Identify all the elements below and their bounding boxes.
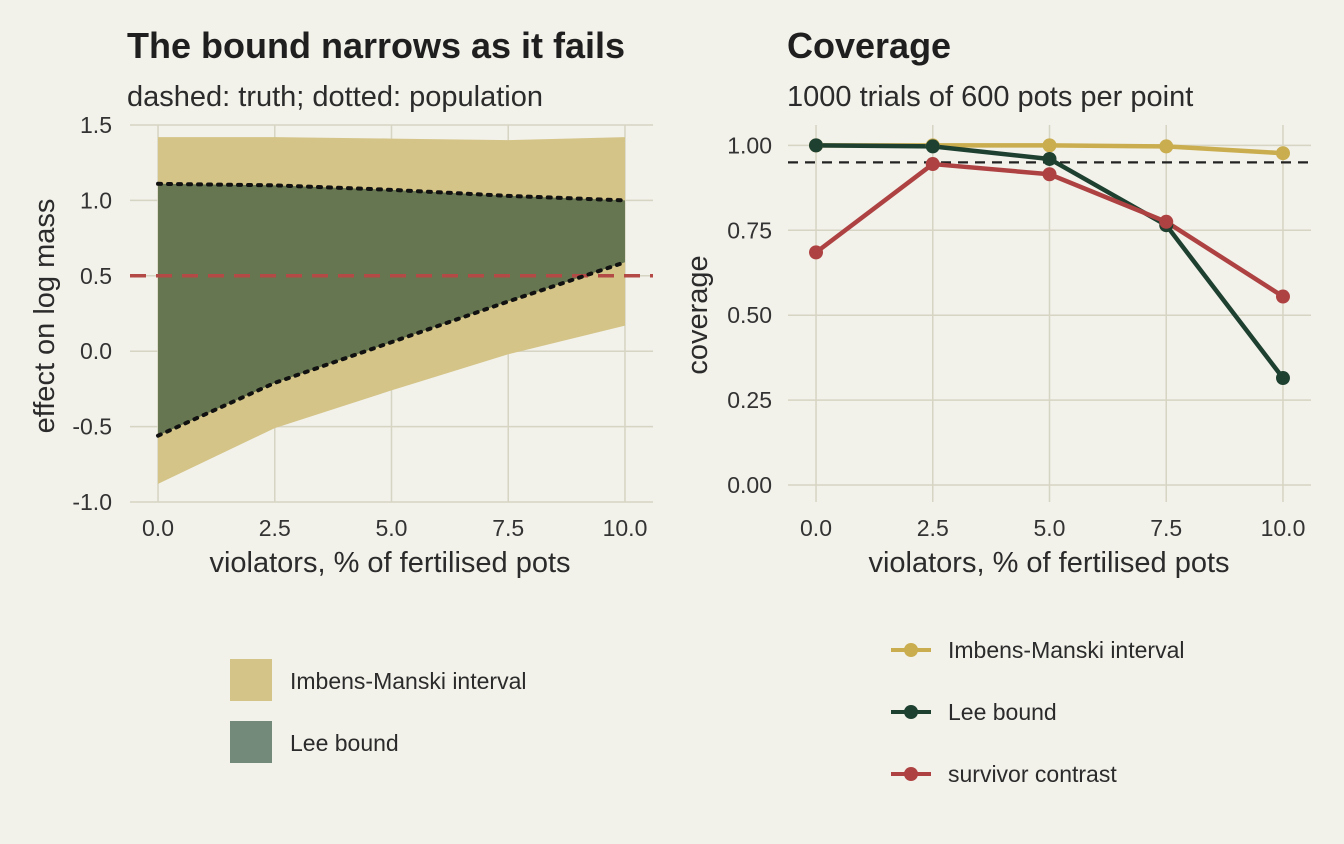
population-dotted-lower <box>156 260 627 438</box>
right-y-tick-label: 1.00 <box>727 132 772 158</box>
right-y-tick-label: 0.25 <box>727 387 772 413</box>
point-lee-bound <box>1042 151 1057 166</box>
legend-item-lee-line: Lee bound <box>891 699 1057 725</box>
point-survivor-contrast <box>1159 214 1174 229</box>
left-x-tick-label: 2.5 <box>259 515 291 541</box>
left-lines <box>130 181 653 438</box>
point-imbens-manski-interval <box>1275 146 1290 161</box>
right-y-tick-label: 0.75 <box>727 217 772 243</box>
right-y-axis-title: coverage <box>682 255 714 374</box>
bounds-panel: The bound narrows as it fails dashed: tr… <box>29 25 653 763</box>
right-x-tick-label: 7.5 <box>1150 515 1182 541</box>
point-survivor-contrast <box>925 157 940 172</box>
right-y-tick-labels: 0.00 0.25 0.50 0.75 1.00 <box>727 132 772 498</box>
population-dotted-upper <box>156 181 627 203</box>
left-y-tick-label: 1.0 <box>80 187 112 213</box>
right-chart-title: Coverage <box>787 25 951 66</box>
legend-point-survivor-contrast <box>904 767 918 781</box>
left-bands <box>158 137 625 484</box>
coverage-panel: Coverage 1000 trials of 600 pots per poi… <box>682 25 1311 787</box>
right-x-tick-label: 5.0 <box>1034 515 1066 541</box>
left-x-axis-title: violators, % of fertilised pots <box>209 547 570 579</box>
left-y-tick-labels: -1.0 -0.5 0.0 0.5 1.0 1.5 <box>72 112 112 515</box>
point-imbens-manski-interval <box>1159 139 1174 154</box>
legend-swatch-imbens-manski <box>230 659 272 701</box>
right-x-tick-label: 2.5 <box>917 515 949 541</box>
right-legend: Imbens-Manski interval Lee bound survivo… <box>891 637 1184 787</box>
left-y-tick-label: 0.5 <box>80 263 112 289</box>
right-x-tick-label: 0.0 <box>800 515 832 541</box>
legend-swatch-lee-bound <box>230 721 272 763</box>
legend-item-imbens-manski-line: Imbens-Manski interval <box>891 637 1184 663</box>
right-chart-subtitle: 1000 trials of 600 pots per point <box>787 81 1193 113</box>
point-survivor-contrast <box>809 245 824 260</box>
left-y-tick-label: 1.5 <box>80 112 112 138</box>
right-y-tick-label: 0.00 <box>727 472 772 498</box>
left-chart-title: The bound narrows as it fails <box>127 25 625 66</box>
point-survivor-contrast <box>1042 167 1057 182</box>
left-chart-subtitle: dashed: truth; dotted: population <box>127 81 543 113</box>
legend-item-survivor-line: survivor contrast <box>891 761 1117 787</box>
point-imbens-manski-interval <box>1042 138 1057 153</box>
legend-label-survivor-contrast: survivor contrast <box>948 761 1117 787</box>
right-series-points <box>809 138 1290 386</box>
left-x-tick-label: 5.0 <box>376 515 408 541</box>
left-legend: Imbens-Manski interval Lee bound <box>230 659 526 763</box>
legend-label-lee-bound-coverage: Lee bound <box>948 699 1057 725</box>
point-lee-bound <box>925 139 940 154</box>
left-y-axis-title: effect on log mass <box>29 199 61 434</box>
left-x-tick-label: 10.0 <box>603 515 648 541</box>
right-x-tick-labels: 0.0 2.5 5.0 7.5 10.0 <box>800 515 1305 541</box>
right-x-axis-title: violators, % of fertilised pots <box>868 547 1229 579</box>
legend-label-lee-bound: Lee bound <box>290 730 399 756</box>
legend-item-lee-band: Lee bound <box>230 721 399 763</box>
right-y-tick-label: 0.50 <box>727 302 772 328</box>
left-y-tick-label: -1.0 <box>72 489 112 515</box>
legend-point-imbens-manski <box>904 643 918 657</box>
left-x-tick-label: 0.0 <box>142 515 174 541</box>
left-x-tick-label: 7.5 <box>492 515 524 541</box>
right-x-tick-label: 10.0 <box>1261 515 1306 541</box>
left-y-tick-label: 0.0 <box>80 338 112 364</box>
left-x-tick-labels: 0.0 2.5 5.0 7.5 10.0 <box>142 515 647 541</box>
point-lee-bound <box>809 138 824 153</box>
band-lee-bound <box>158 183 625 436</box>
point-lee-bound <box>1275 371 1290 386</box>
legend-item-imbens-manski-band: Imbens-Manski interval <box>230 659 526 701</box>
left-y-tick-label: -0.5 <box>72 414 112 440</box>
point-survivor-contrast <box>1275 289 1290 304</box>
legend-label-imbens-manski: Imbens-Manski interval <box>290 668 526 694</box>
legend-label-imbens-manski-coverage: Imbens-Manski interval <box>948 637 1184 663</box>
legend-point-lee-bound <box>904 705 918 719</box>
